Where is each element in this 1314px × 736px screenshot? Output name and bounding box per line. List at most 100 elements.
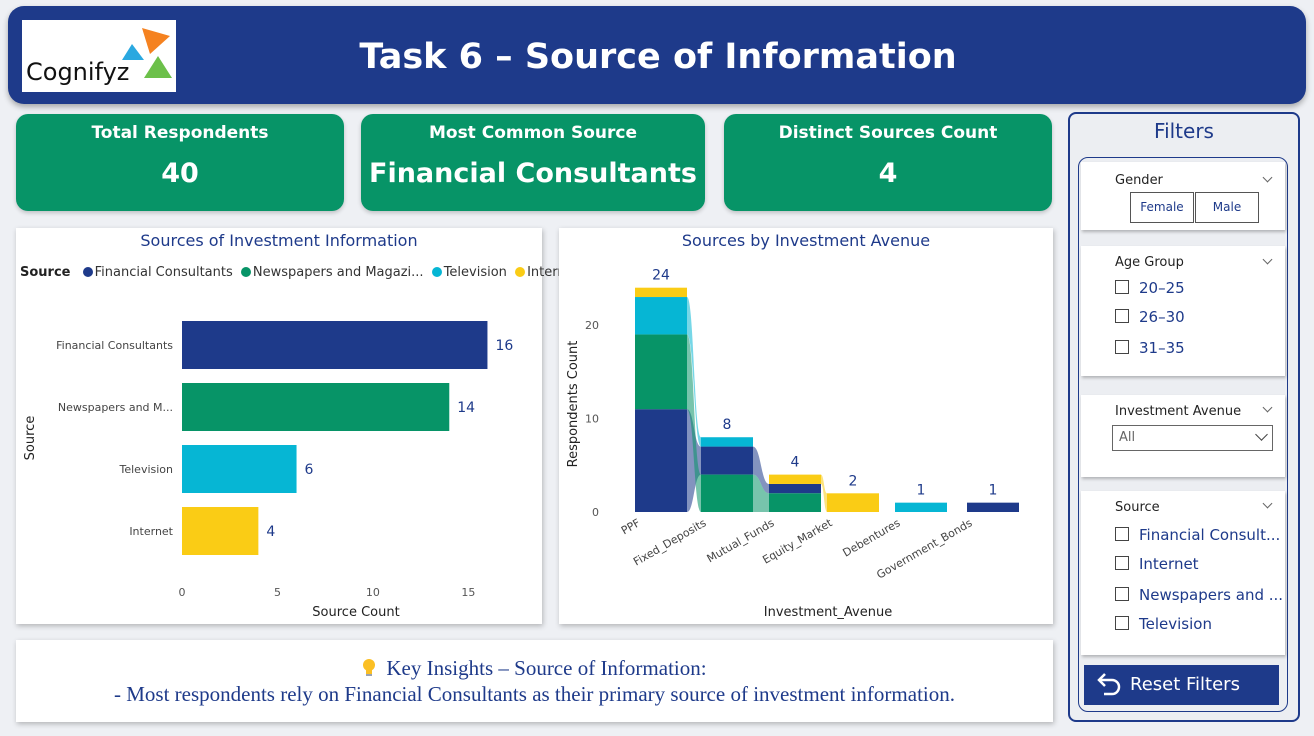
- legend-item[interactable]: Television: [443, 265, 507, 280]
- ribbon-segment[interactable]: [827, 493, 879, 512]
- ribbon-1: [821, 474, 827, 512]
- reset-filters-label: Reset Filters: [1130, 674, 1240, 695]
- checkbox[interactable]: [1115, 340, 1129, 354]
- y-axis-label: Respondents Count: [566, 341, 581, 468]
- kpi-total-respondents: Total Respondents 40: [16, 114, 344, 211]
- legend-dot-icon: [82, 267, 93, 277]
- y-tick-label: Newspapers and M...: [58, 401, 173, 414]
- logo-text: Cognifyz: [26, 58, 130, 86]
- chevron-down-icon[interactable]: [1262, 254, 1273, 265]
- ribbon-3: [687, 297, 701, 447]
- ribbon-segment[interactable]: [635, 287, 687, 298]
- source-slicer: Source Financial Consult... Internet New…: [1081, 491, 1285, 655]
- total-label: 24: [652, 268, 670, 284]
- bar-3[interactable]: [182, 507, 259, 555]
- filters-container: Gender Female Male Age Group 20–25 26–30…: [1078, 157, 1288, 712]
- checkbox-label: Newspapers and ...: [1139, 586, 1284, 604]
- lightbulb-icon: [363, 659, 376, 676]
- x-axis-label: Source Count: [312, 605, 399, 620]
- y-tick-label: 10: [585, 413, 599, 426]
- source-option-television[interactable]: Television: [1115, 615, 1212, 633]
- checkbox[interactable]: [1115, 280, 1129, 294]
- kpi-label: Distinct Sources Count: [778, 123, 998, 143]
- investment-avenue-dropdown[interactable]: All: [1112, 425, 1273, 451]
- y-tick-label: Financial Consultants: [56, 339, 173, 352]
- ribbon-segment[interactable]: [769, 483, 821, 494]
- ribbon-segment[interactable]: [635, 409, 687, 512]
- checkbox-label: 26–30: [1139, 308, 1185, 326]
- ribbon-segment[interactable]: [701, 474, 753, 512]
- source-option-newspapers[interactable]: Newspapers and ...: [1115, 586, 1283, 604]
- ribbon-segment[interactable]: [967, 502, 1019, 512]
- key-insights-box: Key Insights – Source of Information: - …: [16, 640, 1053, 722]
- checkbox[interactable]: [1115, 587, 1129, 601]
- kpi-value: Financial Consultants: [369, 158, 697, 189]
- chevron-down-icon[interactable]: [1262, 498, 1273, 509]
- source-option-internet[interactable]: Internet: [1115, 555, 1199, 573]
- age-group-slicer: Age Group 20–25 26–30 31–35: [1081, 246, 1285, 376]
- y-tick-label: Television: [119, 463, 174, 476]
- reset-filters-button[interactable]: Reset Filters: [1084, 665, 1279, 705]
- x-tick-label: PPF: [619, 516, 642, 537]
- age-option-31-35[interactable]: 31–35: [1115, 339, 1185, 357]
- ribbon-segment[interactable]: [701, 437, 753, 447]
- x-axis-label: Investment_Avenue: [764, 605, 892, 620]
- bar-data-label: 16: [495, 338, 513, 354]
- x-tick-label: Fixed_Deposits: [631, 516, 709, 568]
- checkbox-label: 31–35: [1139, 339, 1185, 357]
- bar-chart-panel[interactable]: Sources of Investment Information Source…: [16, 228, 579, 624]
- ribbon-chart-svg: 24PPF8Fixed_Deposits4Mutual_Funds2Equity…: [566, 268, 1019, 620]
- kpi-label: Most Common Source: [428, 123, 638, 143]
- checkbox[interactable]: [1115, 527, 1129, 541]
- bar-0[interactable]: [182, 321, 488, 369]
- checkbox[interactable]: [1115, 556, 1129, 570]
- x-tick-label: 15: [461, 586, 475, 599]
- legend-item[interactable]: Newspapers and Magazi...: [252, 265, 424, 280]
- investment-avenue-slicer-label: Investment Avenue: [1115, 404, 1242, 419]
- source-option-financial-consultants[interactable]: Financial Consult...: [1115, 526, 1280, 544]
- ribbon-segment[interactable]: [769, 474, 821, 484]
- age-option-26-30[interactable]: 26–30: [1115, 308, 1185, 326]
- age-option-20-25[interactable]: 20–25: [1115, 279, 1185, 297]
- undo-arrow-icon: [1097, 673, 1121, 696]
- ribbon-segment[interactable]: [895, 502, 947, 512]
- ribbon-segment[interactable]: [769, 493, 821, 512]
- gender-female-button[interactable]: Female: [1130, 192, 1194, 223]
- ribbon-segment[interactable]: [635, 334, 687, 410]
- ribbon-2: [687, 334, 701, 512]
- investment-avenue-slicer: Investment Avenue All: [1081, 395, 1285, 477]
- kpi-value: 4: [878, 158, 898, 189]
- y-tick-label: 20: [585, 319, 599, 332]
- insight-heading: Key Insights – Source of Information:: [386, 656, 707, 680]
- total-label: 2: [849, 473, 858, 489]
- chevron-down-icon[interactable]: [1262, 402, 1273, 413]
- kpi-most-common-source: Most Common Source Financial Consultants: [361, 114, 705, 211]
- gender-male-button[interactable]: Male: [1195, 192, 1259, 223]
- total-label: 8: [723, 417, 732, 433]
- bar-2[interactable]: [182, 445, 297, 493]
- bar-data-label: 6: [305, 462, 314, 478]
- bar-data-label: 14: [457, 400, 475, 416]
- bar-1[interactable]: [182, 383, 450, 431]
- x-tick-label: 5: [274, 586, 281, 599]
- bar-chart-svg: 16 Financial Consultants 14 Newspapers and …: [23, 321, 513, 620]
- gender-slicer: Gender Female Male: [1081, 162, 1285, 230]
- checkbox[interactable]: [1115, 309, 1129, 323]
- legend-dot-icon: [240, 267, 251, 277]
- ribbon-0: [753, 446, 769, 494]
- ribbon-segment[interactable]: [635, 297, 687, 335]
- insight-line: - Most respondents rely on Financial Con…: [113, 682, 955, 706]
- checkbox[interactable]: [1115, 616, 1129, 630]
- x-tick-label: 10: [366, 586, 380, 599]
- legend-title: Source: [20, 265, 71, 280]
- ribbon-segment[interactable]: [701, 446, 753, 475]
- chevron-down-icon[interactable]: [1262, 172, 1273, 183]
- x-tick-label: 0: [179, 586, 186, 599]
- cognifyz-logo: Cognifyz: [22, 20, 176, 92]
- source-slicer-label: Source: [1115, 500, 1160, 515]
- ribbon-chart-panel[interactable]: Sources by Investment Avenue 24 PPF 8 Fixed…: [559, 228, 1053, 624]
- legend-dot-icon: [515, 267, 526, 277]
- dropdown-value: All: [1119, 430, 1136, 445]
- kpi-distinct-sources: Distinct Sources Count 4: [724, 114, 1052, 211]
- legend-item[interactable]: Financial Consultants: [94, 265, 233, 280]
